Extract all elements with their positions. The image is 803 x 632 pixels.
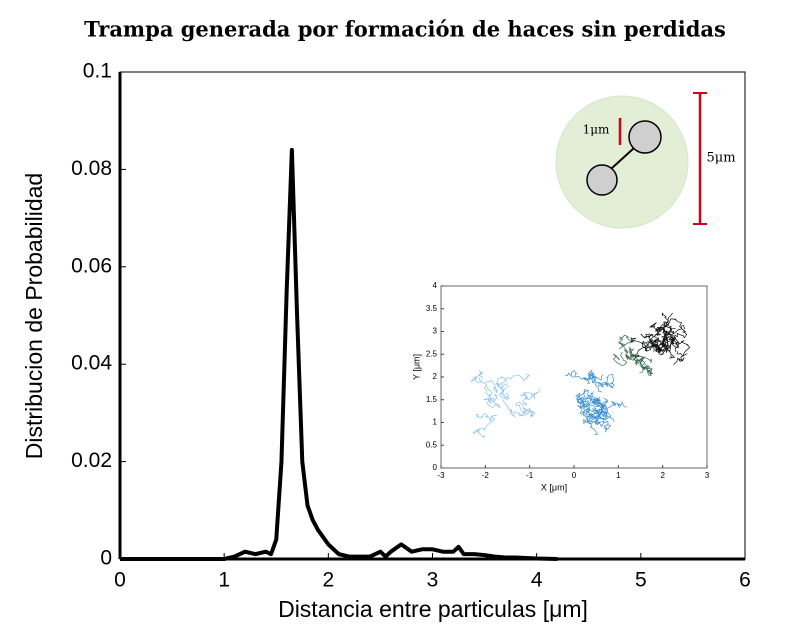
trajectory xyxy=(478,377,499,394)
inset-x-tick-label: 1 xyxy=(616,471,621,480)
trajectory xyxy=(673,351,685,365)
trajectory xyxy=(589,410,609,421)
trajectory xyxy=(603,415,615,433)
trajectory xyxy=(663,326,675,335)
trajectory xyxy=(502,399,528,418)
trajectory xyxy=(618,341,643,359)
trajectory xyxy=(576,389,591,404)
inset-x-tick-label: -1 xyxy=(526,471,534,480)
y-tick-label: 0.1 xyxy=(83,60,112,83)
trajectory xyxy=(663,324,685,345)
trajectory xyxy=(658,318,677,329)
y-tick-label: 0 xyxy=(100,547,112,570)
trajectory xyxy=(519,388,541,401)
inset-y-tick-label: 0 xyxy=(433,463,438,472)
trajectory xyxy=(475,413,496,422)
trajectory xyxy=(640,333,654,339)
inset-y-label: Y [μm] xyxy=(411,354,421,380)
inset-y-tick-label: 3 xyxy=(433,327,438,336)
inset-x-tick-label: -3 xyxy=(437,471,445,480)
trajectory xyxy=(574,392,591,413)
x-tick-label: 3 xyxy=(427,569,439,592)
y-tick-label: 0.08 xyxy=(71,157,112,180)
x-tick-label: 2 xyxy=(322,569,334,592)
trajectory xyxy=(499,373,530,386)
x-tick-label: 0 xyxy=(114,569,126,592)
inset-y-tick-label: 4 xyxy=(433,281,438,290)
trajectory xyxy=(649,337,666,348)
inset-y-tick-label: 0.5 xyxy=(426,440,438,449)
y-tick-label: 0.04 xyxy=(71,352,112,375)
trajectory xyxy=(671,336,680,352)
particle xyxy=(628,120,662,154)
y-tick-label: 0.06 xyxy=(71,254,112,277)
x-axis-label: Distancia entre particulas [μm] xyxy=(278,596,588,622)
particle xyxy=(586,164,618,196)
trajectory xyxy=(674,318,688,339)
inset-x-tick-label: -2 xyxy=(482,471,490,480)
trajectory xyxy=(663,312,676,331)
inset-x-tick-label: 0 xyxy=(572,471,577,480)
x-tick-label: 6 xyxy=(739,569,751,592)
trajectory xyxy=(654,326,664,336)
trajectory xyxy=(641,342,649,352)
x-tick-label: 1 xyxy=(218,569,230,592)
trap-circle xyxy=(555,95,689,229)
trajectory xyxy=(650,339,666,353)
y-axis-label: Distribucion de Probabilidad xyxy=(21,173,47,459)
trajectory xyxy=(589,396,601,407)
annotation: 1μm xyxy=(583,123,610,137)
trajectory xyxy=(628,346,637,361)
inset-y-tick-label: 1 xyxy=(433,418,438,427)
trajectory xyxy=(630,337,652,345)
trajectory xyxy=(645,340,657,353)
chart-title: Trampa generada por formación de haces s… xyxy=(84,17,726,42)
inset-x-label: X [μm] xyxy=(541,482,567,492)
trajectory xyxy=(518,407,536,418)
trajectory xyxy=(470,370,484,384)
annotation: 5μm xyxy=(706,151,735,166)
trajectory xyxy=(565,370,591,385)
trajectory xyxy=(583,398,599,410)
trajectory xyxy=(604,374,615,389)
trajectory xyxy=(649,322,658,332)
trajectory xyxy=(596,397,609,413)
distance-arrow xyxy=(611,147,635,169)
trajectory xyxy=(612,351,628,366)
trajectory xyxy=(618,334,634,350)
x-tick-label: 5 xyxy=(635,569,647,592)
inset-x-tick-label: 2 xyxy=(660,471,665,480)
trajectory xyxy=(472,415,497,439)
trajectory xyxy=(581,404,605,425)
trajectory xyxy=(495,375,508,390)
data-line xyxy=(120,147,558,561)
inset-y-tick-label: 3.5 xyxy=(426,304,438,313)
inset-x-tick-label: 3 xyxy=(705,471,710,480)
trajectory xyxy=(588,373,604,384)
trajectory xyxy=(583,415,599,435)
y-tick-label: 0.02 xyxy=(71,449,112,472)
trajectory xyxy=(674,340,691,358)
trajectory xyxy=(498,385,510,401)
trajectory xyxy=(663,344,676,359)
inset-background xyxy=(440,285,708,469)
trajectory xyxy=(483,383,499,403)
inset-y-tick-label: 1.5 xyxy=(426,395,438,404)
inset-y-tick-label: 2 xyxy=(433,372,438,381)
inset-y-tick-label: 2.5 xyxy=(426,349,438,358)
trajectory xyxy=(515,401,530,415)
trajectory xyxy=(634,356,652,366)
trajectory xyxy=(594,381,609,393)
trajectory xyxy=(644,363,654,376)
trajectory xyxy=(653,328,672,341)
trajectory xyxy=(483,397,501,408)
x-tick-label: 4 xyxy=(531,569,543,592)
trajectory xyxy=(522,391,538,406)
trajectory xyxy=(668,336,677,348)
trajectory xyxy=(589,413,605,428)
trajectory xyxy=(582,407,603,422)
trajectory xyxy=(634,345,655,358)
